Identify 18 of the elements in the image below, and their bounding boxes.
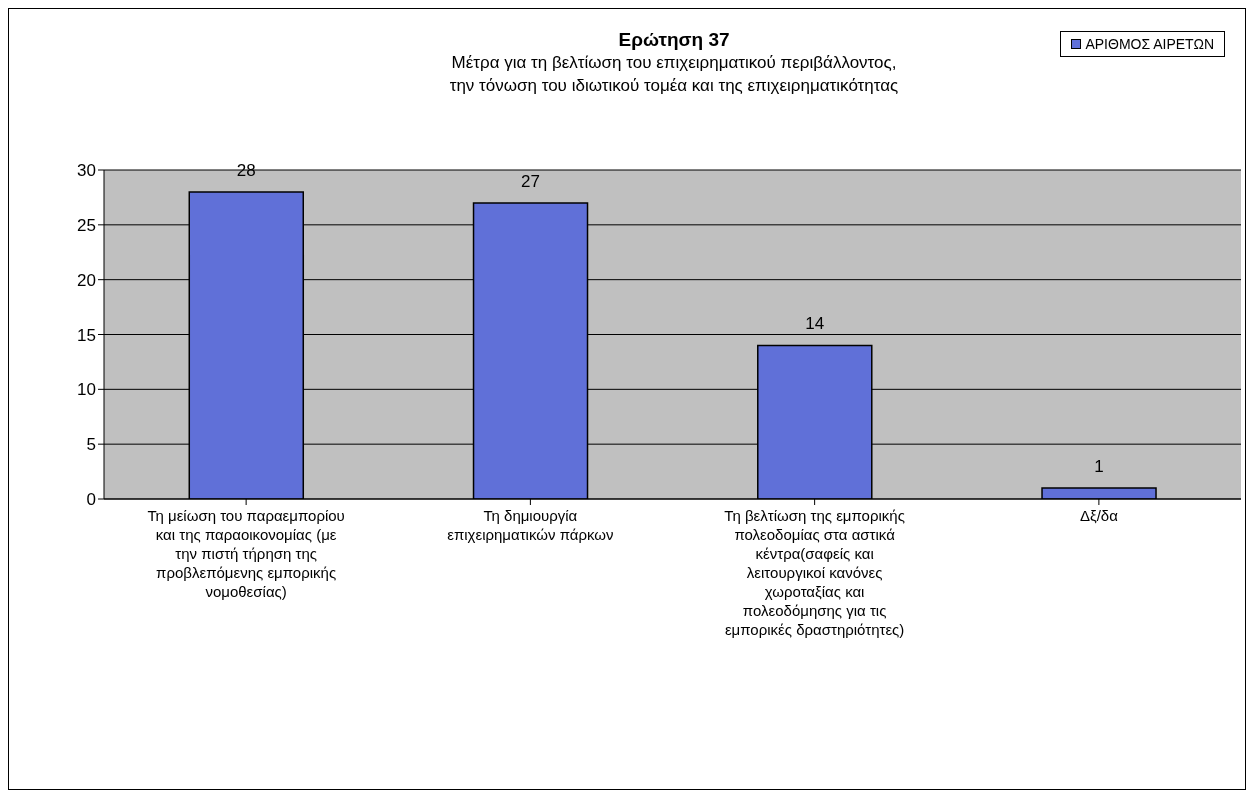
y-tick-label: 0	[86, 490, 96, 510]
y-tick-label: 5	[86, 435, 96, 455]
data-label: 14	[805, 314, 825, 334]
x-tick-label: Τη δημιουργία επιχειρηματικών πάρκων	[447, 507, 614, 543]
data-label: 28	[236, 160, 256, 180]
y-tick-label: 30	[77, 161, 96, 181]
x-tick-label: Τη μείωση του παραεμπορίου και της παραοικονομίας (με την πιστή τήρηση της προβλεπόμενης εμπορικής νομοθεσίας)	[147, 507, 345, 600]
y-tick-label: 15	[77, 325, 96, 345]
data-label: 1	[1094, 457, 1104, 477]
x-tick-label: Τη βελτίωση της εμπορικής πολεοδομίας στα αστικά κέντρα(σαφείς και λειτουργικοί κανόνες χωροταξίας και πολεοδόμησης για τις εμπορικές δραστηριότητες)	[724, 507, 905, 638]
data-label: 27	[521, 171, 540, 191]
y-tick-label: 10	[77, 380, 96, 400]
y-tick-label: 20	[77, 270, 96, 290]
legend-label: ΑΡΙΘΜΟΣ ΑΙΡΕΤΩΝ	[1084, 36, 1214, 52]
x-tick-label: Δξ/δα	[1079, 507, 1119, 524]
chart-subtitle: Μέτρα για τη βελτίωση του επιχειρηματικού περιβάλλοντος, την τόνωση του ιδιωτικού τομέα και της επιχειρηματικότητας	[448, 52, 900, 97]
y-tick-label: 25	[77, 215, 96, 235]
chart-title: Ερώτηση 37	[618, 29, 730, 50]
